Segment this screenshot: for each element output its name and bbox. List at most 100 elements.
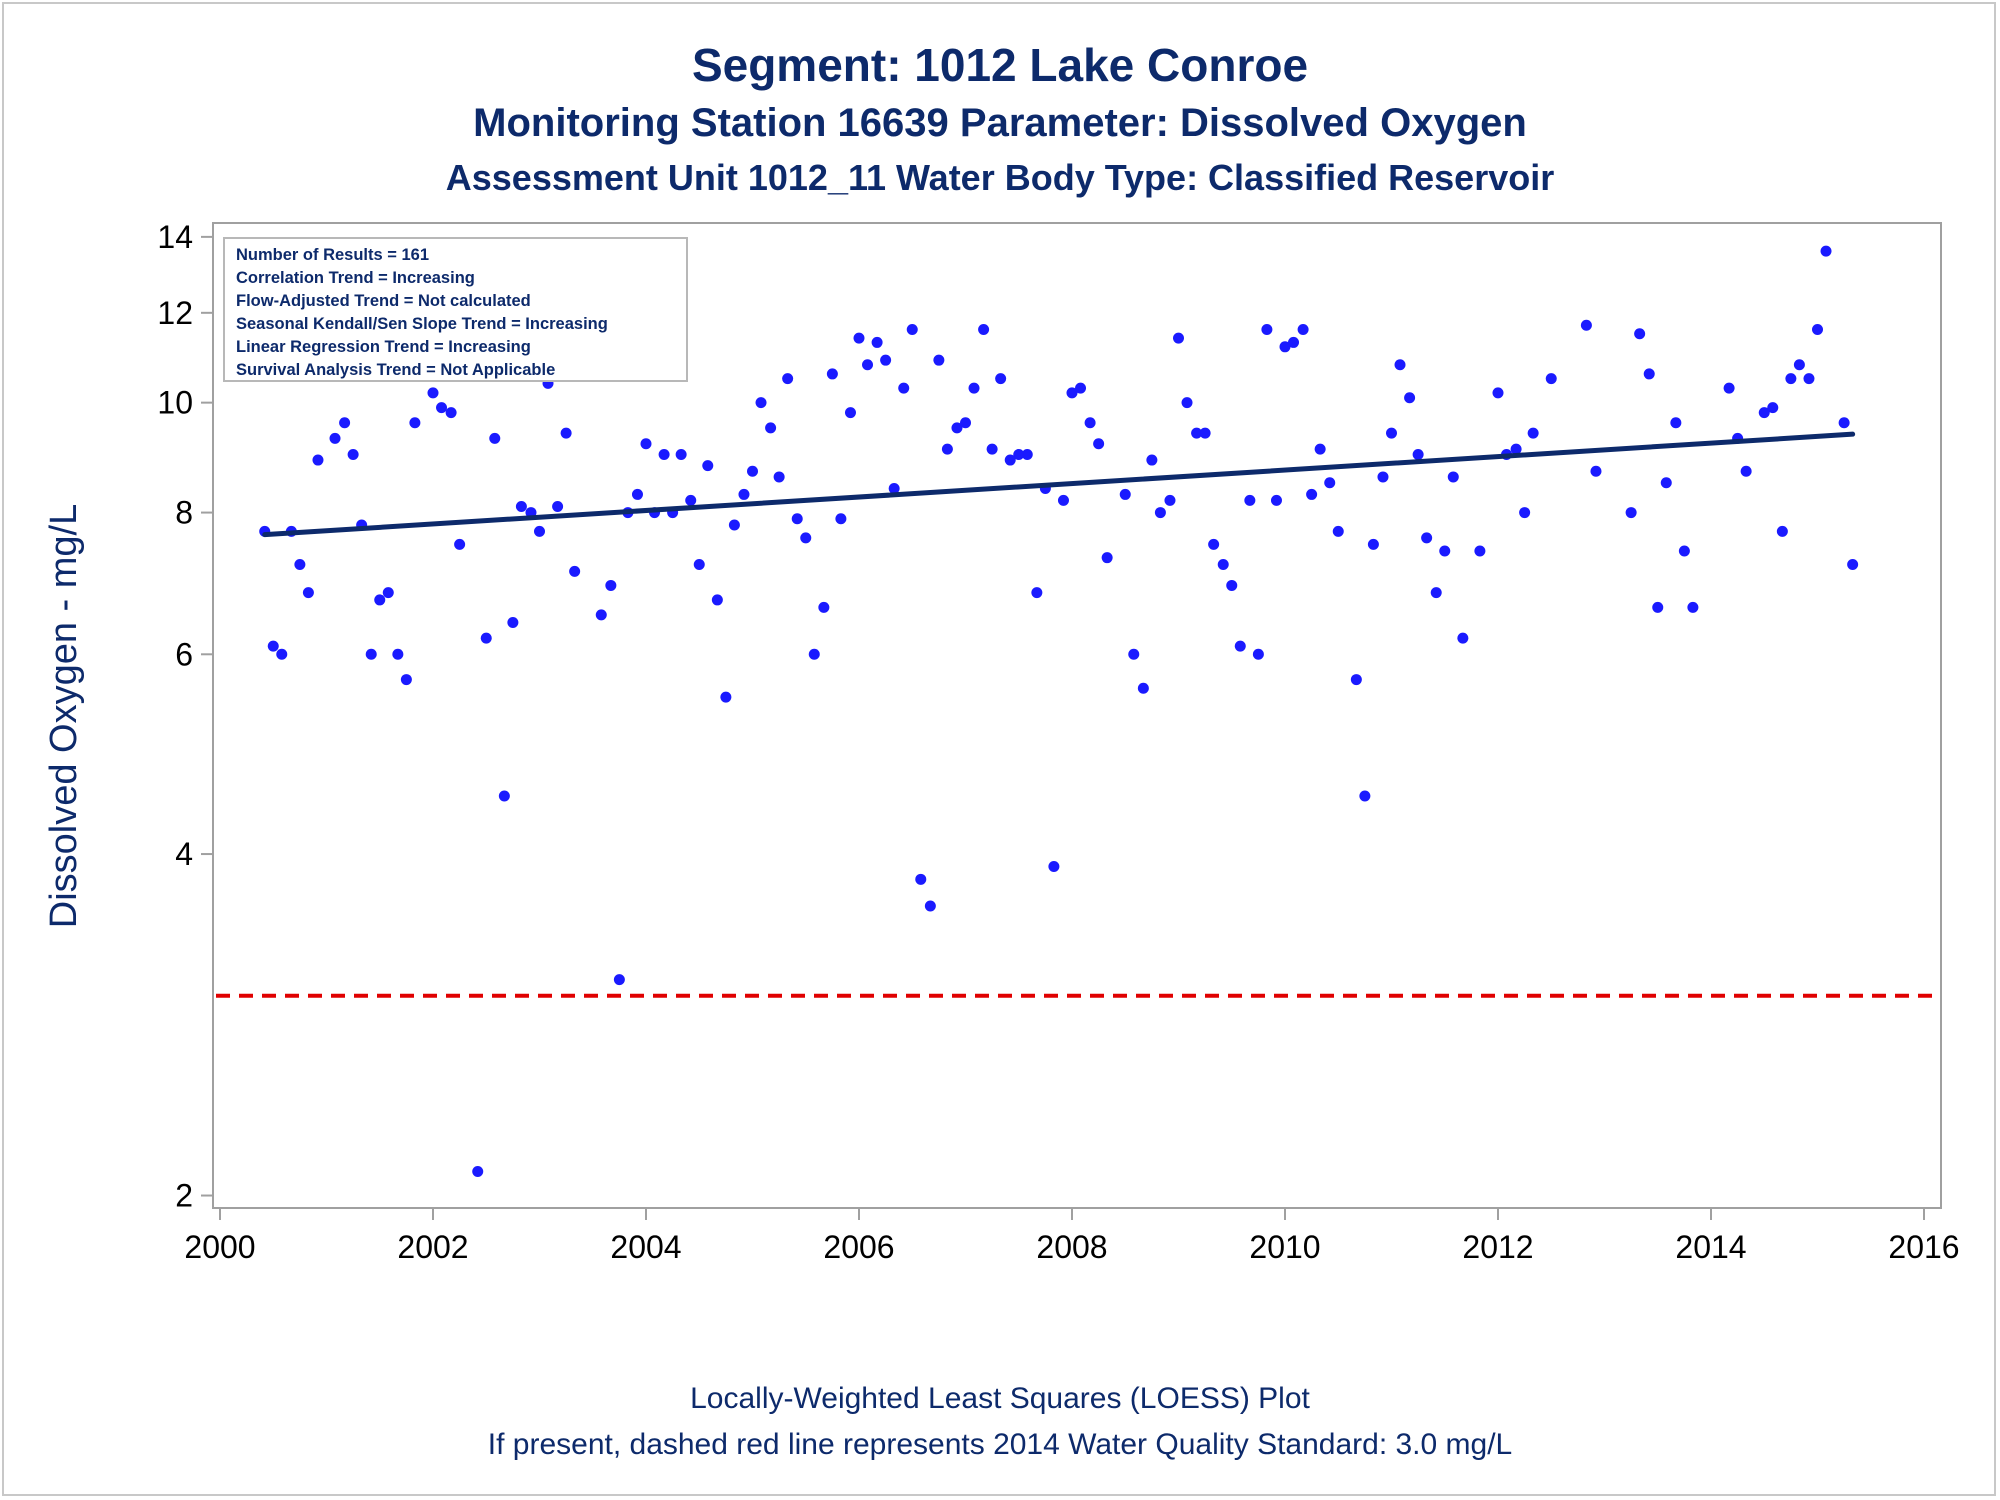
data-point bbox=[400, 674, 412, 686]
x-tick-label: 2002 bbox=[397, 1229, 468, 1265]
data-point bbox=[595, 609, 607, 621]
data-point bbox=[1492, 387, 1504, 399]
data-point bbox=[1767, 402, 1779, 414]
data-point bbox=[1670, 417, 1682, 429]
y-tick-label: 10 bbox=[157, 385, 193, 421]
axis-ticks: 2000 2002 2004 2006 2008 2010 2012 2014 2016 2 4 6 8… bbox=[157, 219, 1959, 1265]
y-tick-label: 12 bbox=[157, 295, 193, 331]
data-point bbox=[898, 382, 910, 394]
data-point bbox=[1367, 538, 1379, 550]
data-point bbox=[1590, 465, 1602, 477]
data-point bbox=[339, 417, 351, 429]
data-point bbox=[1297, 324, 1309, 336]
data-point bbox=[1838, 417, 1850, 429]
data-point bbox=[747, 465, 758, 477]
data-point bbox=[765, 422, 777, 434]
data-point bbox=[1527, 427, 1539, 439]
data-point bbox=[1021, 449, 1033, 461]
data-point bbox=[693, 558, 705, 570]
data-point bbox=[1093, 438, 1105, 450]
data-point bbox=[1137, 682, 1149, 694]
data-point bbox=[1208, 538, 1220, 550]
data-point bbox=[755, 397, 767, 409]
data-point bbox=[1421, 532, 1433, 544]
data-point bbox=[880, 354, 892, 366]
data-point bbox=[1643, 368, 1655, 380]
data-point bbox=[1457, 632, 1469, 644]
data-point bbox=[1128, 648, 1140, 660]
data-point bbox=[960, 417, 971, 429]
data-point bbox=[409, 417, 421, 429]
data-point bbox=[826, 368, 838, 380]
data-point bbox=[1812, 324, 1823, 336]
loess-trend-line bbox=[262, 431, 1856, 538]
data-point bbox=[1386, 427, 1397, 439]
data-point bbox=[1332, 525, 1344, 537]
data-point bbox=[951, 422, 963, 434]
data-point bbox=[1191, 427, 1203, 439]
data-point bbox=[658, 449, 670, 461]
data-point bbox=[1199, 427, 1211, 439]
x-tick-label: 2014 bbox=[1675, 1229, 1746, 1265]
data-point bbox=[445, 407, 457, 419]
data-point bbox=[1270, 494, 1282, 506]
stat-seasonal-kendall-trend: Seasonal Kendall/Sen Slope Trend = Incre… bbox=[236, 315, 608, 333]
data-point bbox=[1634, 328, 1646, 340]
data-point bbox=[968, 382, 980, 394]
data-point bbox=[986, 443, 998, 455]
data-point bbox=[374, 594, 386, 606]
stats-box-border bbox=[223, 237, 688, 382]
x-tick-label: 2012 bbox=[1462, 1229, 1533, 1265]
data-point bbox=[1244, 494, 1256, 506]
data-point bbox=[978, 324, 990, 336]
data-point bbox=[1261, 324, 1273, 336]
x-tick-label: 2008 bbox=[1036, 1229, 1107, 1265]
data-point bbox=[515, 500, 527, 512]
data-point bbox=[1545, 373, 1557, 385]
data-point bbox=[1306, 488, 1318, 500]
x-tick-label: 2000 bbox=[184, 1229, 255, 1265]
data-point bbox=[1066, 387, 1078, 399]
data-point bbox=[1146, 454, 1158, 466]
y-tick-label: 8 bbox=[175, 495, 193, 531]
data-point bbox=[738, 488, 750, 500]
data-point bbox=[835, 513, 847, 525]
data-point bbox=[1803, 373, 1815, 385]
data-point bbox=[933, 354, 945, 366]
data-point bbox=[1412, 449, 1424, 461]
data-point bbox=[1359, 790, 1371, 802]
data-point bbox=[1252, 648, 1264, 660]
chart-subtitle-2: Assessment Unit 1012_11 Water Body Type:… bbox=[445, 157, 1555, 198]
y-tick-label: 6 bbox=[175, 636, 193, 672]
data-point bbox=[1004, 454, 1016, 466]
data-point bbox=[711, 594, 723, 606]
data-points bbox=[259, 245, 1859, 1177]
data-point bbox=[1439, 545, 1451, 557]
footnote-loess: Locally-Weighted Least Squares (LOESS) P… bbox=[690, 1382, 1310, 1415]
data-point bbox=[489, 432, 501, 444]
data-point bbox=[605, 579, 617, 591]
y-tick-label: 14 bbox=[157, 219, 193, 255]
x-tick-label: 2010 bbox=[1249, 1229, 1320, 1265]
data-point bbox=[1394, 359, 1406, 371]
data-point bbox=[1173, 332, 1184, 344]
data-point bbox=[560, 427, 572, 439]
data-point bbox=[1084, 417, 1096, 429]
data-point bbox=[1447, 471, 1459, 483]
data-point bbox=[472, 1165, 484, 1177]
stat-correlation-trend: Correlation Trend = Increasing bbox=[236, 269, 475, 287]
data-point bbox=[480, 632, 492, 644]
data-point bbox=[675, 449, 687, 461]
chart-subtitle: Monitoring Station 16639 Parameter: Diss… bbox=[473, 101, 1527, 145]
data-point bbox=[365, 648, 377, 660]
data-point bbox=[1154, 507, 1166, 519]
chart-title: Segment: 1012 Lake Conroe bbox=[691, 39, 1309, 91]
stat-survival-analysis-trend: Survival Analysis Trend = Not Applicable bbox=[236, 361, 555, 379]
data-point bbox=[1226, 579, 1238, 591]
stat-linear-regression-trend: Linear Regression Trend = Increasing bbox=[236, 338, 531, 356]
data-point bbox=[685, 494, 697, 506]
data-point bbox=[702, 460, 714, 472]
data-point bbox=[552, 500, 564, 512]
y-tick-label: 2 bbox=[175, 1178, 193, 1214]
